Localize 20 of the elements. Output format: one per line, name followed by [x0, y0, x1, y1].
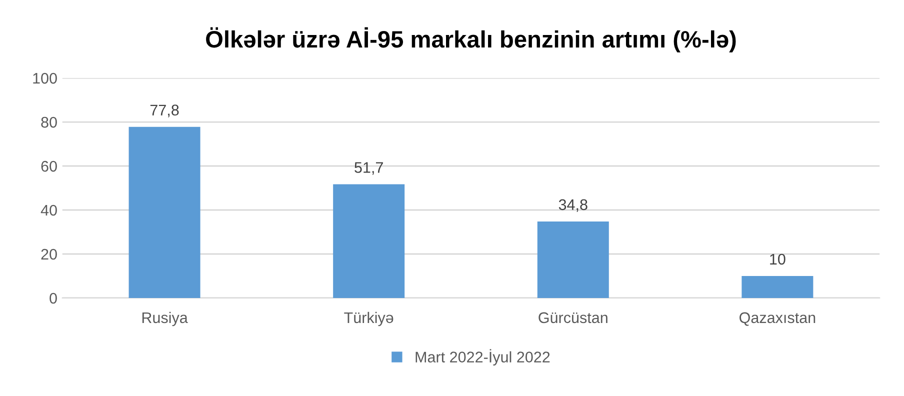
data-label: 10 [770, 254, 786, 265]
chart-title: Ölkələr üzrə Aİ-95 markalı benzinin artımı (%-lə) [206, 27, 736, 52]
bar [333, 184, 405, 298]
data-label: 51,7 [354, 162, 383, 175]
y-tick-label: 60 [41, 160, 57, 172]
y-tick-label: 20 [41, 248, 57, 260]
y-tick-label: 40 [40, 204, 57, 216]
x-tick-label: Rusiya [142, 312, 188, 326]
bar [537, 221, 609, 298]
x-tick-label: Qazaxıstan [740, 312, 816, 326]
y-tick-label: 80 [41, 116, 57, 128]
data-label: 77,8 [150, 104, 179, 118]
data-label: 34,8 [558, 199, 588, 212]
bar [742, 276, 814, 298]
x-tick-label: Türkiyə [344, 312, 394, 326]
bar [128, 126, 200, 298]
y-tick-label: 100 [33, 72, 57, 84]
y-tick-label: 0 [50, 292, 57, 304]
x-tick-label: Gürcüstan [538, 312, 608, 324]
legend-label: Mart 2022-İyul 2022 [416, 349, 550, 366]
